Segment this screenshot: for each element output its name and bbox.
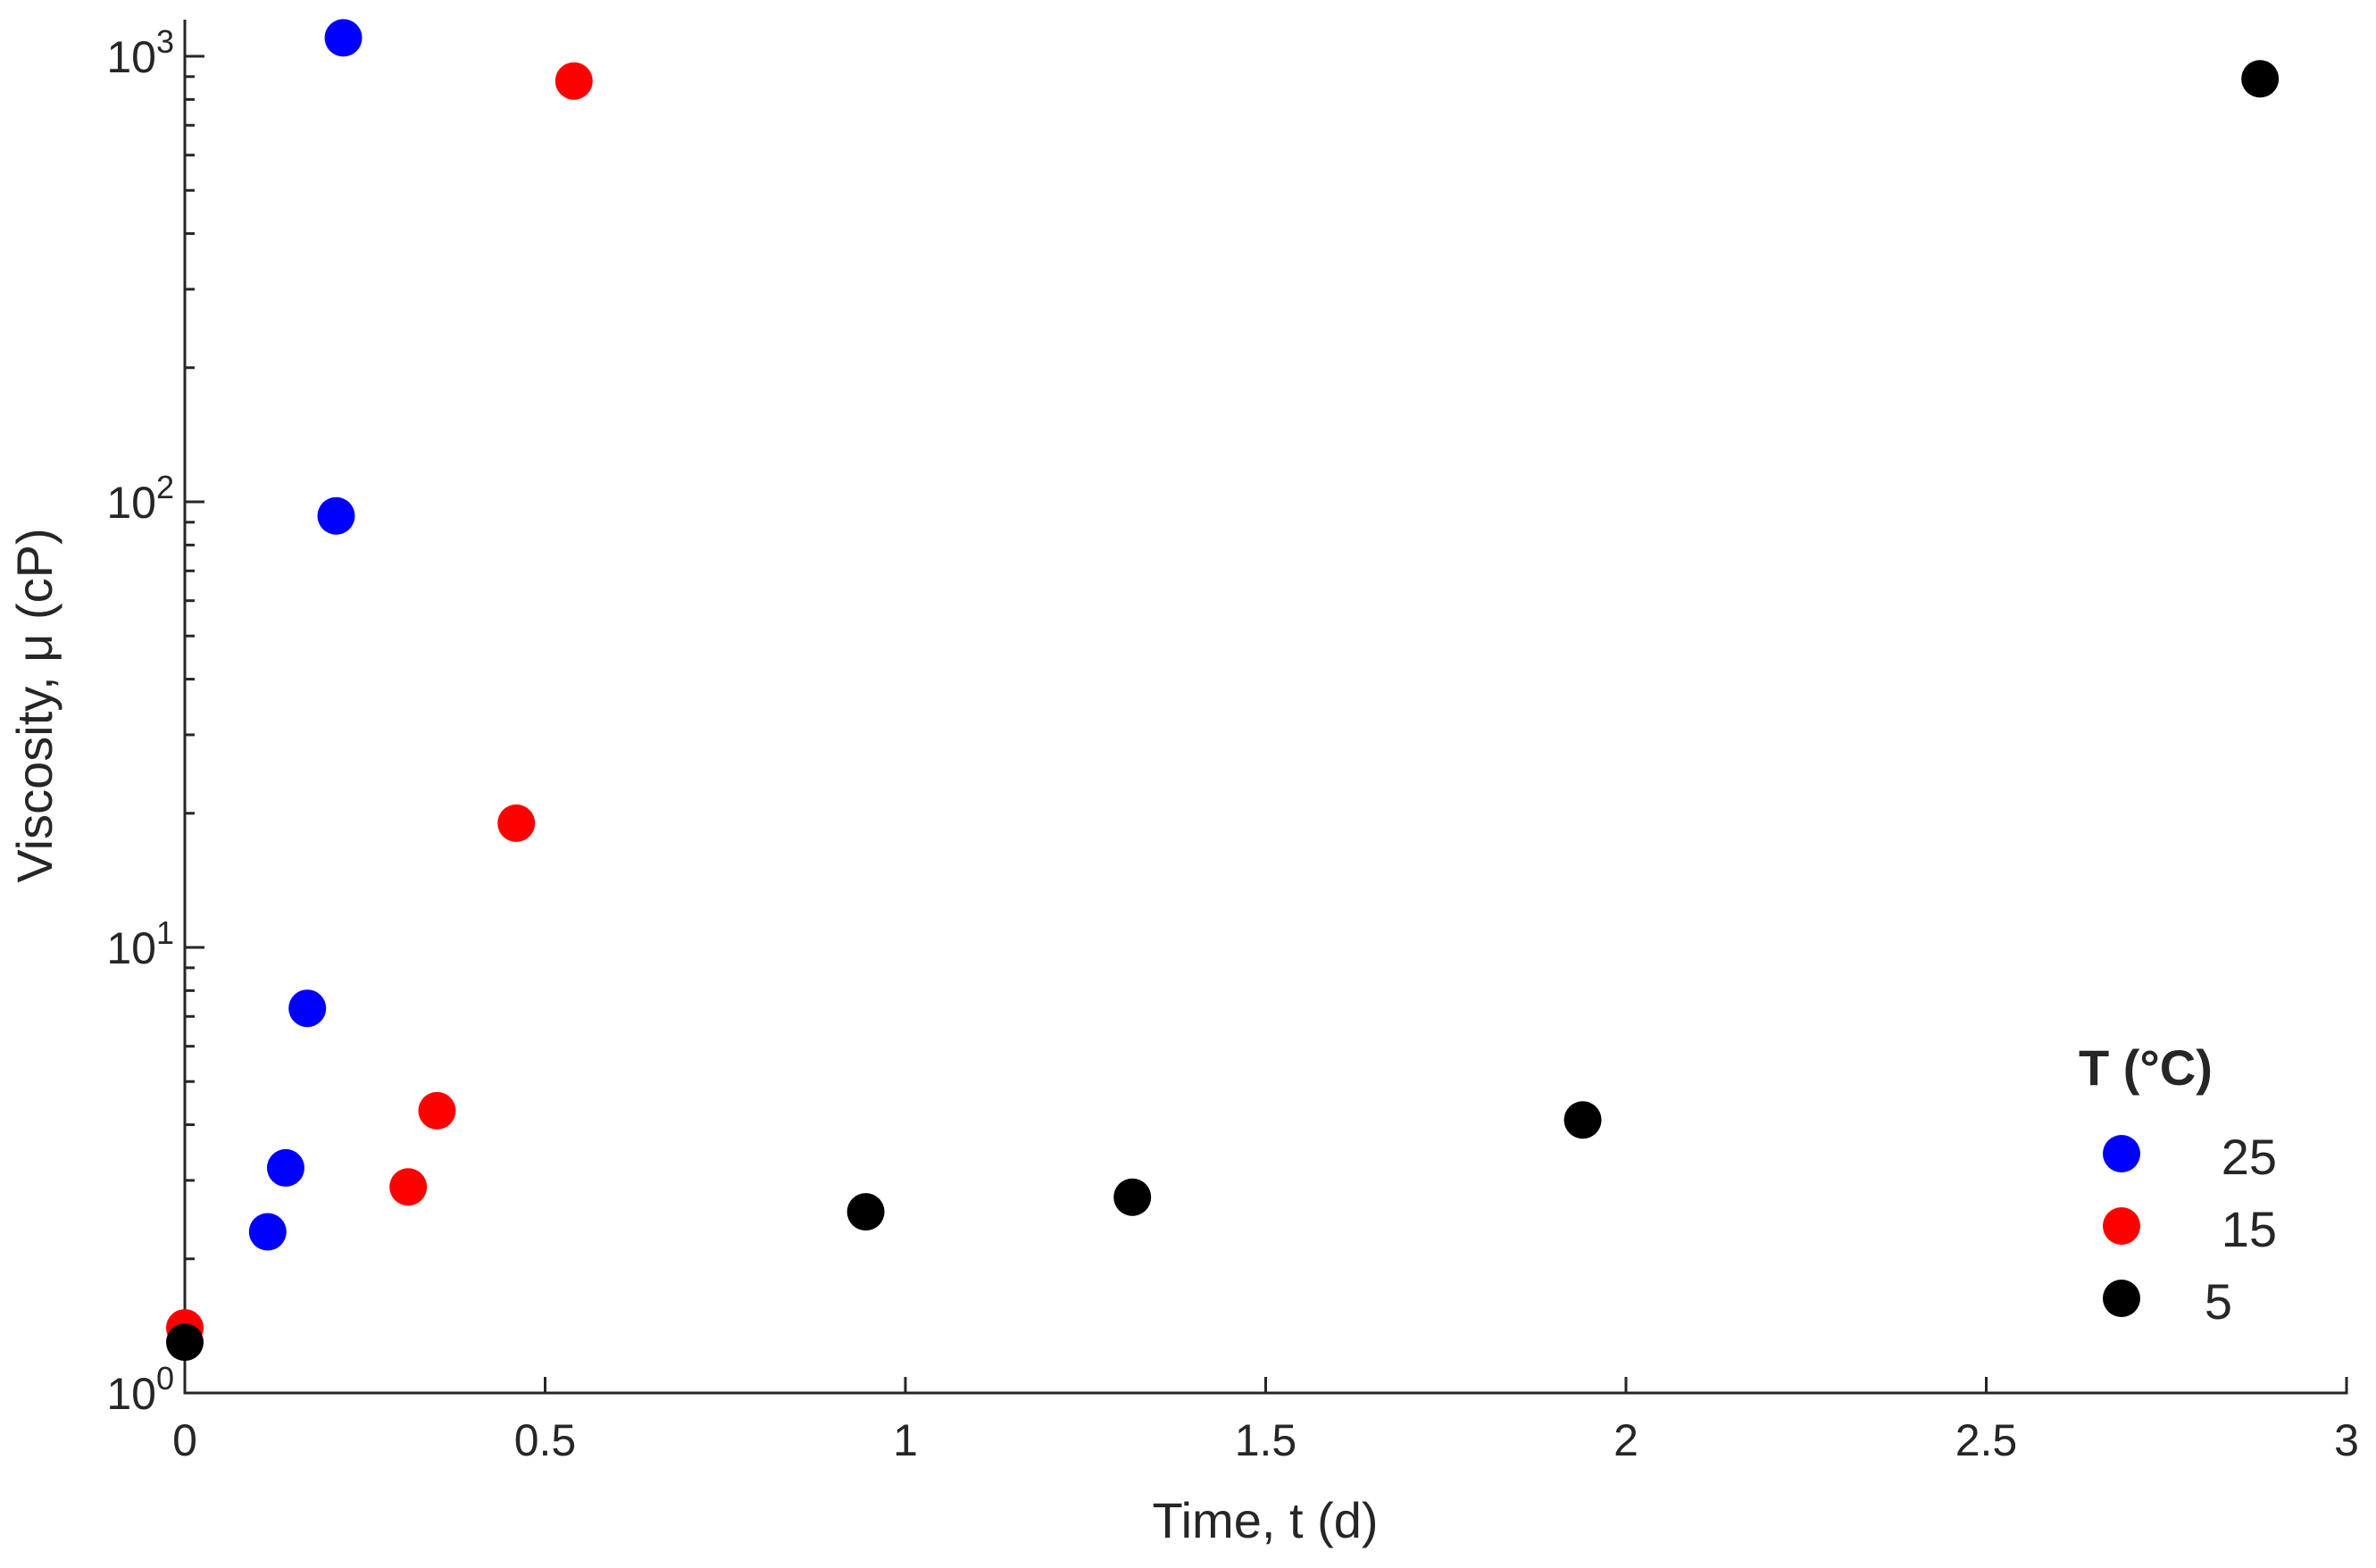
legend-marker-15: [2103, 1207, 2140, 1245]
x-tick-label: 2.5: [1955, 1415, 2018, 1465]
y-axis-ticks: 100 101 102 103: [106, 23, 204, 1419]
y-axis-label: Viscosity, μ (cP): [6, 528, 63, 882]
legend-label-25: 25: [2222, 1129, 2277, 1185]
y-tick-label: 101: [106, 914, 174, 973]
data-point-25: [248, 1213, 287, 1251]
y-tick-label: 100: [106, 1360, 174, 1419]
x-axis-label: Time, t (d): [1152, 1492, 1378, 1548]
legend-label-15: 15: [2222, 1201, 2277, 1257]
x-tick-label: 0: [172, 1415, 197, 1465]
axes: [183, 20, 2348, 1395]
data-point-25: [324, 19, 363, 57]
legend-label-5: 5: [2205, 1273, 2232, 1330]
data-point-25: [266, 1148, 304, 1187]
x-tick-label: 2: [1613, 1415, 1638, 1465]
legend-marker-5: [2103, 1280, 2140, 1317]
x-tick-label: 1.5: [1235, 1415, 1297, 1465]
x-tick-label: 3: [2334, 1415, 2359, 1465]
data-point-15: [418, 1091, 456, 1130]
axis-frame: [183, 20, 2348, 1395]
legend-marker-25: [2103, 1135, 2140, 1172]
data-point-15: [389, 1168, 428, 1206]
data-point-15: [554, 62, 593, 100]
data-point-5: [846, 1193, 885, 1231]
y-tick-label: 102: [106, 469, 174, 528]
data-point-5: [166, 1323, 204, 1362]
legend: T (°C) 25 15 5: [2079, 1039, 2277, 1330]
x-axis-ticks: 0 0.5 1 1.5 2 2.5 3: [172, 1377, 2359, 1465]
x-tick-label: 1: [893, 1415, 918, 1465]
data-points: [166, 19, 2280, 1362]
data-point-5: [1563, 1101, 1602, 1139]
data-point-25: [288, 989, 327, 1028]
data-point-5: [1113, 1178, 1152, 1216]
data-point-25: [317, 496, 355, 535]
data-point-15: [497, 804, 536, 842]
legend-title: T (°C): [2079, 1039, 2213, 1096]
data-point-5: [2241, 60, 2280, 98]
x-tick-label: 0.5: [514, 1415, 577, 1465]
y-tick-label: 103: [106, 23, 174, 82]
